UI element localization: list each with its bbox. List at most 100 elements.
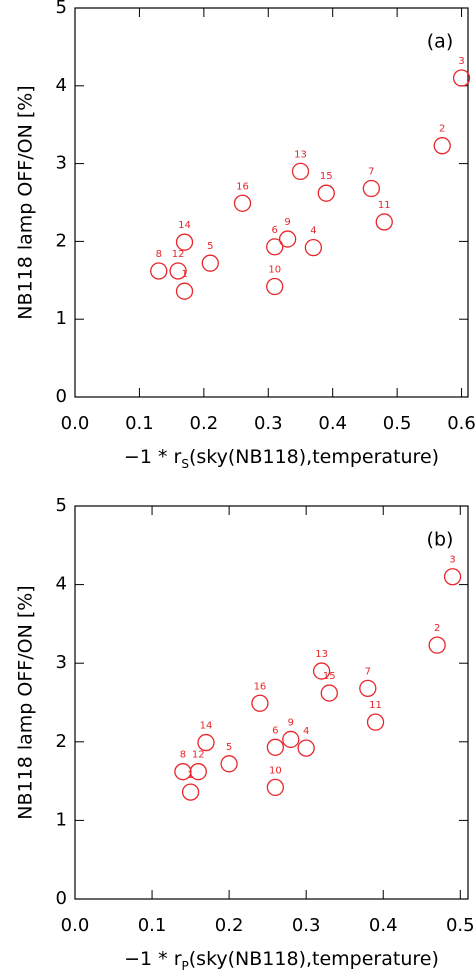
y-tick-label: 0 <box>56 888 67 909</box>
point <box>197 733 215 752</box>
point <box>317 184 335 202</box>
point-label: 6 <box>272 725 278 736</box>
y-tick-label: 4 <box>56 75 67 96</box>
point-label: 3 <box>458 56 464 67</box>
point <box>433 137 451 155</box>
y-axis-label: NB118 lamp OFF/ON [%] <box>15 585 37 819</box>
x-tick-label: 0.0 <box>61 915 90 936</box>
point <box>266 738 285 756</box>
x-axis-label: −1 * rP(sky(NB118),temperature) <box>124 948 439 973</box>
plot-frame <box>74 505 469 900</box>
x-axis-label-part: −1 * r <box>124 948 182 970</box>
point-label: 13 <box>315 649 328 660</box>
x-axis-label-part: (sky(NB118),temperature) <box>189 948 439 970</box>
point <box>150 262 168 280</box>
x-tick-label: 0.5 <box>446 915 475 936</box>
x-axis-label: −1 * rS(sky(NB118),temperature) <box>124 446 439 471</box>
point-label: 7 <box>368 166 374 177</box>
plot-frame <box>74 7 469 398</box>
y-tick-label: 5 <box>56 495 67 516</box>
point <box>366 713 385 731</box>
point-label: 11 <box>369 700 382 711</box>
point-label: 8 <box>180 750 186 761</box>
point <box>312 662 331 680</box>
point-label: 16 <box>254 681 267 692</box>
point-label: 12 <box>192 750 205 761</box>
point-label: 7 <box>365 666 371 677</box>
y-axis-label: NB118 lamp OFF/ON [%] <box>15 85 37 319</box>
x-tick-label: 0.1 <box>138 915 167 936</box>
point <box>189 763 207 781</box>
point <box>452 69 471 87</box>
point <box>233 194 252 212</box>
point <box>175 282 194 300</box>
point <box>251 694 269 712</box>
point <box>266 778 285 797</box>
point <box>443 568 462 586</box>
x-tick-label: 0.6 <box>447 413 476 434</box>
point-label: 3 <box>449 555 455 566</box>
point-label: 10 <box>269 765 282 776</box>
y-tick-label: 3 <box>56 652 67 673</box>
point-label: 6 <box>272 225 278 236</box>
point-label: 15 <box>320 171 333 182</box>
point-label: 1 <box>187 770 193 781</box>
point <box>291 162 310 181</box>
point-label: 14 <box>178 220 191 231</box>
point <box>297 739 315 757</box>
x-tick-label: 0.3 <box>292 915 321 936</box>
point-label: 2 <box>434 623 440 634</box>
y-tick-label: 1 <box>56 308 67 329</box>
y-tick-label: 0 <box>56 386 67 407</box>
point <box>282 730 300 749</box>
point <box>266 238 284 256</box>
panel-annotation: (b) <box>427 529 454 551</box>
y-tick-label: 5 <box>56 0 67 18</box>
x-axis-label-part: S <box>181 457 189 471</box>
point-label: 8 <box>156 249 162 260</box>
point-label: 11 <box>378 200 391 211</box>
y-tick-label: 2 <box>56 230 67 251</box>
point <box>304 238 323 257</box>
x-tick-label: 0.2 <box>215 915 244 936</box>
point-label: 15 <box>323 671 336 682</box>
point <box>266 277 284 296</box>
y-tick-label: 2 <box>56 731 67 752</box>
y-tick-label: 3 <box>56 153 67 174</box>
point-label: 9 <box>288 717 294 728</box>
point-label: 4 <box>310 226 316 237</box>
x-axis-label-part: −1 * r <box>124 446 182 468</box>
point <box>362 179 381 198</box>
y-tick-label: 1 <box>56 809 67 830</box>
point-label: 1 <box>181 269 187 280</box>
x-tick-label: 0.4 <box>369 915 398 936</box>
x-tick-label: 0.0 <box>61 413 90 434</box>
point-label: 4 <box>303 726 309 737</box>
x-tick-label: 0.2 <box>190 413 219 434</box>
point-label: 2 <box>439 124 445 135</box>
x-tick-label: 0.1 <box>125 413 154 434</box>
panel-annotation: (a) <box>427 31 453 53</box>
point-label: 16 <box>236 181 249 192</box>
point <box>169 262 187 280</box>
point-label: 10 <box>268 265 281 276</box>
point-label: 9 <box>284 217 290 228</box>
x-tick-label: 0.3 <box>254 413 283 434</box>
point <box>220 755 238 773</box>
x-axis-label-part: (sky(NB118),temperature) <box>189 446 439 468</box>
point <box>359 679 377 698</box>
point <box>175 233 194 251</box>
point-label: 13 <box>294 149 307 160</box>
point-label: 14 <box>200 721 213 732</box>
point <box>375 213 393 231</box>
y-tick-label: 4 <box>56 574 67 595</box>
point <box>201 254 219 272</box>
x-tick-label: 0.5 <box>383 413 412 434</box>
point <box>181 783 200 801</box>
x-tick-label: 0.4 <box>318 413 347 434</box>
point <box>320 684 338 702</box>
point-label: 12 <box>172 249 185 260</box>
point <box>428 636 446 654</box>
point-label: 5 <box>207 241 213 252</box>
